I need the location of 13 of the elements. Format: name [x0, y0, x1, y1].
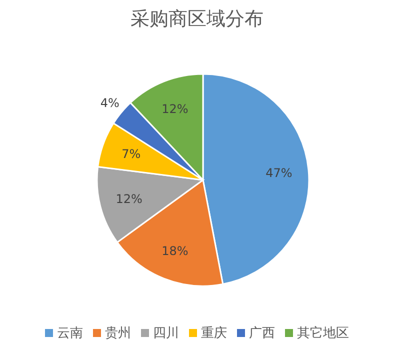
- legend-label: 云南: [57, 325, 83, 342]
- legend-label: 四川: [153, 325, 179, 342]
- data-label: 4%: [100, 96, 120, 110]
- data-label: 7%: [122, 147, 141, 162]
- data-label: 18%: [162, 244, 188, 258]
- legend-label: 广西: [249, 325, 275, 342]
- data-label: 12%: [116, 192, 142, 206]
- legend-label: 重庆: [201, 325, 227, 342]
- data-label: 12%: [162, 102, 188, 116]
- legend-label: 其它地区: [297, 325, 349, 342]
- legend-label: 贵州: [105, 325, 131, 342]
- chart-title: 采购商区域分布: [130, 7, 264, 32]
- data-label: 47%: [266, 166, 292, 180]
